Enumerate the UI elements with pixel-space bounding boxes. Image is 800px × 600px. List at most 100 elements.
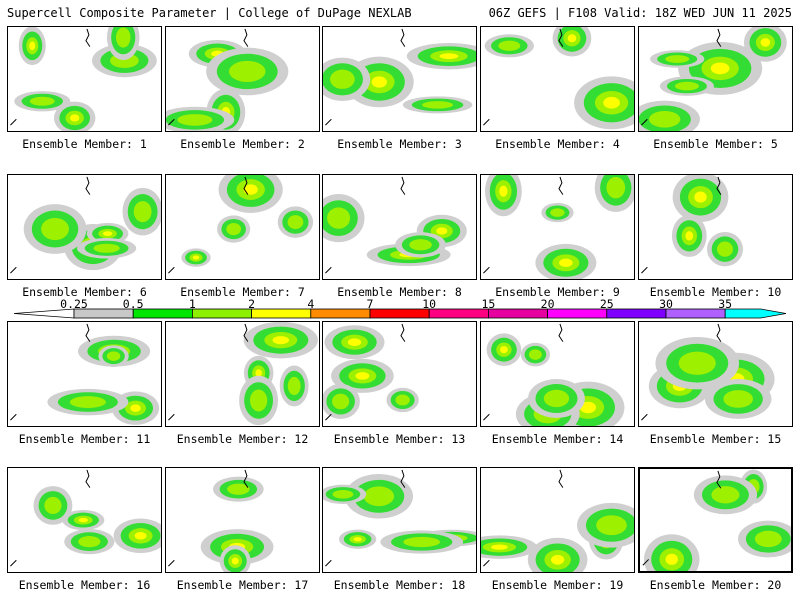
- scp-contour: [543, 389, 570, 408]
- colorbar-bin: [665, 308, 726, 319]
- scp-contour: [723, 390, 753, 408]
- scp-contour: [78, 517, 88, 523]
- member-map: [166, 28, 289, 131]
- coastline: [168, 469, 249, 567]
- coastline: [483, 323, 564, 421]
- member-panel-6[interactable]: [7, 174, 162, 280]
- scp-contour: [69, 396, 106, 408]
- scp-contour: [249, 389, 268, 412]
- member-label: Ensemble Member: 4: [495, 137, 620, 151]
- member-panel-4[interactable]: [480, 26, 635, 132]
- scp-contour: [330, 69, 355, 89]
- member-panel-14[interactable]: [480, 321, 635, 427]
- member-panel-20[interactable]: [638, 467, 793, 573]
- scp-contour: [243, 184, 258, 195]
- member-map: [483, 323, 625, 426]
- member-map: [323, 323, 419, 421]
- member-label: Ensemble Member: 5: [653, 137, 778, 151]
- scp-contour: [347, 338, 362, 346]
- scp-contour: [567, 34, 577, 43]
- colorbar-bin: [428, 308, 489, 319]
- scp-contour: [231, 557, 239, 565]
- coastline: [325, 28, 406, 126]
- scp-contour: [500, 346, 508, 354]
- member-panel-19[interactable]: [480, 467, 635, 573]
- member-label: Ensemble Member: 11: [18, 432, 151, 446]
- colorbar-bin: [310, 308, 371, 319]
- colorbar-tick-label: 2: [248, 297, 256, 311]
- member-panel-3[interactable]: [322, 26, 477, 132]
- member-label: Ensemble Member: 12: [176, 432, 309, 446]
- member-panel-9[interactable]: [480, 174, 635, 280]
- member-panel-7[interactable]: [165, 174, 320, 280]
- member-panel-12[interactable]: [165, 321, 320, 427]
- scp-contour: [694, 191, 707, 203]
- coastline: [10, 323, 91, 421]
- member-label: Ensemble Member: 6: [22, 285, 147, 299]
- scp-contour: [228, 60, 266, 83]
- colorbar-tick-label: 0.25: [60, 297, 88, 311]
- coastline: [483, 28, 564, 126]
- member-map: [168, 175, 314, 274]
- scp-contour: [133, 201, 152, 223]
- colorbar-bin: [724, 308, 787, 319]
- member-label: Ensemble Member: 17: [176, 578, 309, 592]
- scp-contour: [177, 114, 213, 126]
- colorbar-bin: [251, 308, 312, 319]
- member-panel-13[interactable]: [322, 321, 477, 427]
- colorbar-bin: [487, 308, 548, 319]
- colorbar-tick-label: 25: [599, 297, 614, 311]
- member-map: [323, 176, 467, 274]
- member-label: Ensemble Member: 18: [333, 578, 466, 592]
- coastline: [325, 176, 406, 274]
- member-panel-10[interactable]: [638, 174, 793, 280]
- scp-contour: [371, 76, 387, 88]
- member-panel-1[interactable]: [7, 26, 162, 132]
- coastline: [483, 469, 564, 567]
- member-label: Ensemble Member: 3: [337, 137, 462, 151]
- member-map: [323, 28, 476, 126]
- colorbar-tick-label: 20: [540, 297, 555, 311]
- colorbar-bin: [606, 308, 667, 319]
- member-label: Ensemble Member: 15: [649, 432, 782, 446]
- member-panel-11[interactable]: [7, 321, 162, 427]
- coastline: [10, 28, 91, 126]
- scp-contour: [685, 231, 694, 241]
- scp-contour: [363, 486, 395, 507]
- scp-contour: [603, 96, 620, 109]
- member-map: [641, 175, 743, 274]
- member-panel-18[interactable]: [322, 467, 477, 573]
- member-map: [168, 469, 274, 572]
- scp-contour: [710, 62, 730, 75]
- coastline: [10, 469, 91, 567]
- member-map: [483, 27, 634, 130]
- coastline: [325, 469, 406, 567]
- member-map: [10, 27, 157, 131]
- scp-contour: [287, 376, 301, 396]
- colorbar-tick-label: 35: [718, 297, 733, 311]
- scp-contour: [498, 40, 521, 51]
- scp-contour: [403, 536, 441, 548]
- scp-contour: [134, 531, 147, 540]
- member-panel-2[interactable]: [165, 26, 320, 132]
- member-label: Ensemble Member: 14: [491, 432, 624, 446]
- member-panel-17[interactable]: [165, 467, 320, 573]
- scp-contour: [596, 515, 627, 536]
- scp-contour: [665, 55, 690, 63]
- scp-contour: [44, 496, 62, 515]
- member-map: [10, 176, 161, 274]
- scp-contour: [551, 554, 565, 565]
- member-panel-8[interactable]: [322, 174, 477, 280]
- colorbar-tick-label: 10: [422, 297, 437, 311]
- scp-contour: [665, 553, 678, 565]
- member-map: [641, 323, 775, 421]
- member-map: [168, 322, 318, 426]
- member-map: [481, 469, 634, 572]
- member-panel-15[interactable]: [638, 321, 793, 427]
- scp-contour: [332, 489, 354, 499]
- scp-contour: [528, 349, 542, 360]
- member-panel-16[interactable]: [7, 467, 162, 573]
- member-label: Ensemble Member: 9: [495, 285, 620, 299]
- scp-contour: [332, 393, 350, 410]
- member-panel-5[interactable]: [638, 26, 793, 132]
